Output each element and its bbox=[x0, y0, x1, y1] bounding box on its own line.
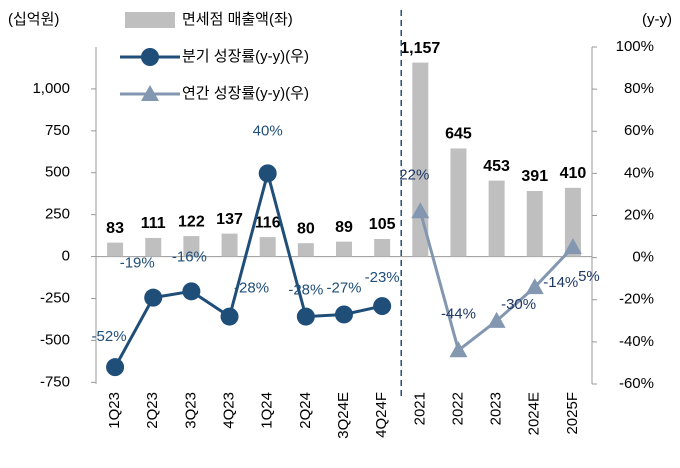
bar-value-label: 453 bbox=[483, 158, 510, 175]
marker bbox=[335, 305, 353, 324]
y-tick-label: -750 bbox=[40, 373, 70, 390]
x-tick-label: 2Q23 bbox=[144, 392, 161, 429]
y-tick-label: 0 bbox=[62, 248, 70, 265]
marker bbox=[449, 341, 468, 358]
y-tick-label: 250 bbox=[45, 206, 70, 223]
legend-marker bbox=[141, 85, 159, 101]
x-tick-label: 3Q24E bbox=[335, 392, 352, 439]
y2-tick-label: -20% bbox=[619, 291, 654, 308]
point-label: -52% bbox=[92, 328, 127, 345]
x-tick-label: 4Q23 bbox=[221, 392, 238, 429]
point-label: 40% bbox=[253, 122, 283, 139]
x-tick-label: 2024E bbox=[526, 392, 543, 435]
marker bbox=[563, 238, 582, 255]
marker bbox=[411, 202, 430, 219]
bar bbox=[259, 237, 276, 257]
bar bbox=[374, 238, 391, 257]
bar bbox=[221, 233, 238, 257]
point-label: -27% bbox=[326, 279, 361, 296]
marker bbox=[182, 282, 201, 301]
bar bbox=[145, 237, 162, 257]
legend-label: 분기 성장률(y-y)(우) bbox=[182, 48, 309, 65]
bar bbox=[564, 187, 581, 257]
bar-value-label: 410 bbox=[560, 165, 587, 182]
marker bbox=[220, 307, 239, 326]
y2-tick-label: 0% bbox=[632, 249, 654, 266]
x-tick-label: 3Q23 bbox=[182, 392, 199, 429]
x-tick-label: 2021 bbox=[411, 392, 428, 425]
y2-tick-label: 100% bbox=[616, 38, 654, 55]
bar-value-label: 83 bbox=[106, 220, 124, 237]
marker bbox=[296, 307, 315, 326]
legend-label: 면세점 매출액(좌) bbox=[182, 11, 293, 28]
bar bbox=[450, 148, 467, 257]
bar-value-label: 1,157 bbox=[400, 40, 440, 57]
y2-tick-label: 60% bbox=[624, 122, 654, 139]
bar-value-label: 111 bbox=[141, 215, 166, 232]
bar bbox=[526, 191, 543, 257]
point-label: -19% bbox=[120, 255, 155, 272]
point-label: -23% bbox=[365, 269, 400, 286]
line bbox=[113, 167, 383, 368]
y2-tick-label: 40% bbox=[624, 164, 654, 181]
bar bbox=[107, 242, 124, 257]
point-label: -28% bbox=[234, 280, 269, 297]
x-tick-label: 2022 bbox=[449, 392, 466, 425]
marker bbox=[106, 358, 125, 377]
y2-tick-label: 80% bbox=[624, 80, 654, 97]
x-tick-label: 2Q24 bbox=[297, 392, 314, 429]
marker bbox=[258, 164, 277, 183]
point-label: 5% bbox=[578, 268, 600, 285]
point-label: 22% bbox=[399, 166, 429, 183]
x-tick-label: 4Q24F bbox=[373, 392, 390, 438]
bar-value-label: 89 bbox=[335, 219, 353, 236]
point-label: -44% bbox=[441, 305, 476, 322]
marker bbox=[525, 278, 544, 295]
y2-tick-label: 20% bbox=[624, 206, 654, 223]
point-label: -28% bbox=[288, 282, 323, 299]
bar bbox=[488, 180, 505, 257]
bar-value-label: 105 bbox=[369, 216, 396, 233]
y2-tick-label: -60% bbox=[619, 375, 654, 392]
point-label: -16% bbox=[172, 248, 207, 265]
y-tick-label: 1,000 bbox=[32, 80, 70, 97]
bar-value-label: 116 bbox=[255, 214, 281, 231]
marker bbox=[487, 311, 506, 328]
marker bbox=[373, 297, 392, 316]
x-tick-label: 1Q24 bbox=[259, 392, 276, 429]
bar-value-label: 645 bbox=[445, 126, 472, 143]
y2-tick-label: -40% bbox=[619, 333, 654, 350]
bar bbox=[183, 236, 200, 257]
point-label: -30% bbox=[501, 296, 536, 313]
x-tick-label: 2025F bbox=[564, 392, 581, 435]
bar-value-label: 391 bbox=[521, 168, 548, 185]
bar-value-label: 137 bbox=[216, 211, 243, 228]
bar bbox=[336, 241, 352, 257]
legend-swatch bbox=[125, 12, 175, 28]
y-axis-label: (십억원) bbox=[8, 11, 59, 28]
bar-value-label: 122 bbox=[178, 213, 205, 230]
legend-marker bbox=[141, 48, 159, 66]
bar bbox=[412, 62, 429, 257]
x-tick-label: 2023 bbox=[488, 392, 505, 425]
y2-axis-label: (y-y) bbox=[642, 11, 672, 28]
marker bbox=[144, 288, 163, 307]
x-tick-label: 1Q23 bbox=[106, 392, 123, 429]
bar-value-label: 80 bbox=[297, 220, 315, 237]
y-tick-label: 750 bbox=[45, 122, 70, 139]
point-label: -14% bbox=[543, 274, 578, 291]
y-tick-label: 500 bbox=[45, 164, 70, 181]
legend-label: 연간 성장률(y-y)(우) bbox=[182, 85, 309, 102]
y-tick-label: -500 bbox=[40, 331, 70, 348]
y-tick-label: -250 bbox=[40, 289, 70, 306]
bar bbox=[297, 243, 314, 257]
